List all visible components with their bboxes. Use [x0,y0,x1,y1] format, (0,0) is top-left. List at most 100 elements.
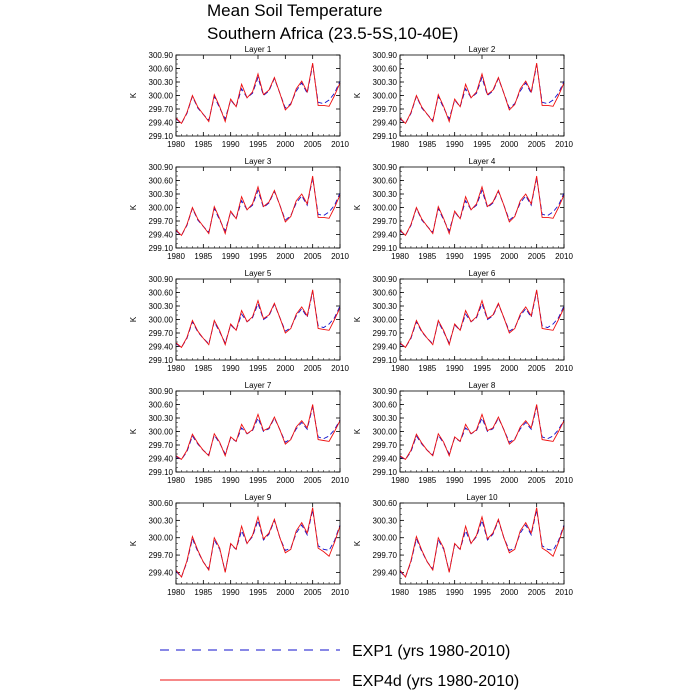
y-axis-label: K [353,540,362,546]
y-tick-label: 299.70 [149,329,174,338]
x-tick-label: 1995 [249,252,267,261]
x-tick-label: 1980 [167,252,185,261]
x-tick-label: 2005 [304,364,322,373]
x-tick-label: 2005 [528,364,546,373]
series-line-exp4d [399,175,565,237]
y-tick-label: 300.30 [373,302,398,311]
y-tick-label: 299.10 [373,356,398,365]
y-tick-label: 299.40 [373,119,398,128]
series-line-exp4d [175,175,341,237]
x-tick-label: 1990 [222,588,240,597]
y-tick-label: 300.00 [373,428,398,437]
y-axis-label: K [353,428,362,434]
panel-layer-7: Layer 7 K 300.90 300.60 300.30 300.00 299.70 29… [129,381,349,485]
x-tick-label: 2010 [555,476,573,485]
x-tick-label: 1990 [222,140,240,149]
y-tick-label: 299.40 [149,455,174,464]
plot-frame [175,166,341,249]
legend-label-exp1: EXP1 (yrs 1980-2010) [352,643,510,660]
y-tick-label: 300.30 [149,78,174,87]
y-tick-label: 300.90 [149,51,174,60]
x-tick-label: 1995 [249,140,267,149]
y-tick-label: 300.60 [149,65,174,74]
x-tick-label: 2000 [276,140,294,149]
panel-title: Layer 4 [469,157,496,166]
x-tick-label: 2005 [528,140,546,149]
plot-frame [399,502,565,585]
y-tick-label: 300.00 [149,534,174,543]
legend: EXP1 (yrs 1980-2010) EXP4d (yrs 1980-201… [160,643,519,690]
x-tick-label: 1985 [418,364,436,373]
panel-title: Layer 9 [245,493,272,502]
x-tick-label: 1985 [194,252,212,261]
y-tick-label: 299.40 [373,455,398,464]
y-tick-label: 300.30 [373,516,398,525]
x-tick-label: 1985 [418,476,436,485]
x-tick-label: 2005 [528,476,546,485]
y-tick-label: 300.90 [373,387,398,396]
x-tick-label: 2005 [304,140,322,149]
y-tick-label: 299.40 [373,231,398,240]
y-tick-label: 300.00 [149,204,174,213]
x-tick-label: 2010 [331,476,349,485]
panel-title: Layer 10 [466,493,498,502]
y-tick-label: 299.40 [373,568,398,577]
x-tick-label: 2005 [304,588,322,597]
y-tick-label: 299.10 [373,132,398,141]
series-line-exp4d [175,63,341,125]
y-tick-label: 300.60 [149,401,174,410]
chart-title: Mean Soil Temperature [207,1,382,20]
plot-frame [175,390,341,473]
y-tick-label: 299.40 [373,343,398,352]
y-tick-label: 300.90 [373,51,398,60]
x-tick-label: 1990 [222,476,240,485]
series-line-exp4d [175,404,341,461]
x-tick-label: 2005 [304,252,322,261]
plot-frame [175,54,341,137]
x-tick-label: 1995 [473,476,491,485]
y-tick-label: 300.60 [373,177,398,186]
y-tick-label: 299.70 [149,441,174,450]
y-tick-label: 299.70 [373,441,398,450]
y-tick-label: 300.00 [373,534,398,543]
y-tick-label: 299.10 [149,468,174,477]
x-tick-label: 1990 [446,252,464,261]
x-tick-label: 1980 [391,140,409,149]
panel-title: Layer 8 [469,381,496,390]
x-tick-label: 1995 [473,252,491,261]
x-tick-label: 1990 [446,364,464,373]
panel-title: Layer 7 [245,381,272,390]
y-tick-label: 300.90 [373,275,398,284]
series-line-exp1 [399,509,565,578]
x-tick-label: 1985 [194,140,212,149]
panel-title: Layer 1 [245,45,272,54]
panel-title: Layer 6 [469,269,496,278]
y-tick-label: 299.10 [373,468,398,477]
y-tick-label: 299.70 [373,551,398,560]
x-tick-label: 2000 [276,252,294,261]
series-line-exp4d [175,507,341,578]
y-axis-label: K [353,92,362,98]
panel-title: Layer 3 [245,157,272,166]
x-tick-label: 2010 [555,588,573,597]
x-tick-label: 2005 [304,476,322,485]
series-line-exp4d [399,507,565,578]
y-tick-label: 300.90 [149,163,174,172]
y-tick-label: 299.10 [149,244,174,253]
series-line-exp4d [175,289,341,349]
x-tick-label: 1995 [473,364,491,373]
panel-layer-3: Layer 3 K 300.90 300.60 300.30 300.00 299.70 29… [129,157,349,261]
series-line-exp4d [399,404,565,461]
y-axis-label: K [129,428,138,434]
panel-layer-6: Layer 6 K 300.90 300.60 300.30 300.00 299.70 29… [353,269,573,373]
plot-frame [399,166,565,249]
x-tick-label: 2000 [276,364,294,373]
x-tick-label: 1980 [167,140,185,149]
y-tick-label: 300.60 [373,289,398,298]
x-tick-label: 1980 [391,588,409,597]
plot-frame [175,502,341,585]
panel-layer-9: Layer 9 K 300.60 300.30 300.00 299.70 299.40 19… [129,493,349,597]
x-tick-label: 2000 [500,476,518,485]
plot-frame [399,390,565,473]
